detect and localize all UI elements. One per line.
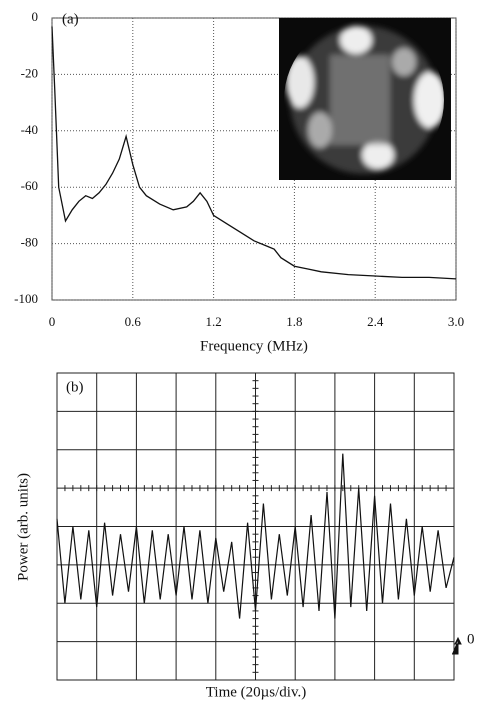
y-tick-label: -40: [21, 122, 38, 137]
y-tick-label: 0: [32, 9, 39, 24]
power-trace: [56, 453, 455, 619]
ground-label: 0: [467, 631, 475, 647]
spectrum-line: [51, 26, 457, 280]
ground-marker: 0: [452, 631, 475, 655]
panel-label: (a): [62, 11, 79, 27]
x-tick-label: 3.0: [448, 314, 464, 329]
y-tick-label: -100: [14, 291, 38, 306]
y-tick-label: -20: [21, 65, 38, 80]
panel-b: [56, 372, 455, 681]
x-axis-label: Time (20µs/div.): [206, 684, 306, 700]
x-tick-label: 1.2: [205, 314, 221, 329]
x-axis-label: Frequency (MHz): [200, 338, 308, 354]
x-tick-label: 0.6: [125, 314, 142, 329]
inset-image: [279, 18, 451, 180]
y-tick-label: -80: [21, 235, 38, 250]
x-tick-label: 0: [49, 314, 56, 329]
x-tick-label: 2.4: [367, 314, 384, 329]
x-tick-label: 1.8: [286, 314, 302, 329]
y-tick-label: -60: [21, 178, 38, 193]
y-axis-label: Power (arb. units): [15, 473, 31, 581]
panel-label: (b): [66, 379, 84, 395]
